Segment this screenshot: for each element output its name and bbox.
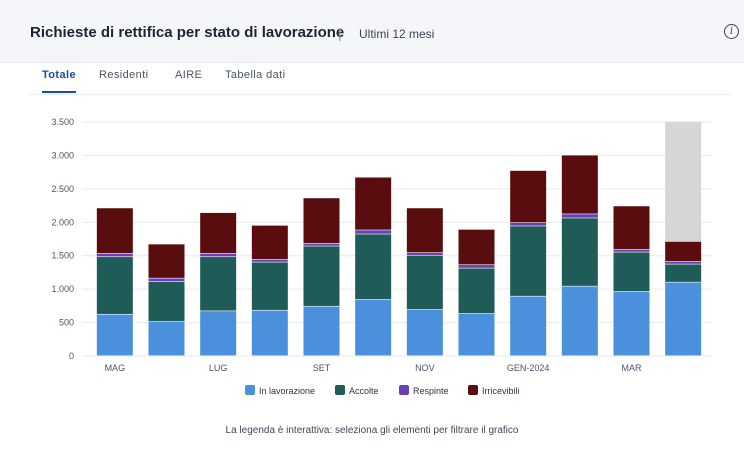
x-tick-label: GEN-2024	[507, 363, 550, 373]
bar-segment-irricevibili	[355, 177, 392, 230]
bar-segment-respinte	[148, 278, 185, 282]
bar-segment-accolte	[200, 257, 237, 311]
bar-segment-respinte	[561, 214, 598, 218]
legend-item-in-lavorazione[interactable]: In lavorazione	[245, 383, 315, 399]
x-tick-label: MAR	[622, 363, 643, 373]
bar-segment-in-lavorazione	[251, 310, 288, 356]
x-tick-label: LUG	[209, 363, 228, 373]
legend-swatch	[399, 385, 409, 395]
legend-item-respinte[interactable]: Respinte	[399, 383, 449, 399]
bar-segment-in-lavorazione	[96, 314, 133, 356]
bar-segment-respinte	[251, 259, 288, 262]
bar-segment-accolte	[561, 218, 598, 286]
legend-swatch	[335, 385, 345, 395]
tab-totale[interactable]: Totale	[42, 62, 76, 93]
y-tick-label: 500	[59, 318, 74, 328]
stacked-bar-chart: 0 500 1.000 1.500 2.000 2.500 3.000 3.500 MAG LUG…	[51, 117, 712, 373]
bar-segment-in-lavorazione	[355, 299, 392, 356]
card-header: Richieste di rettifica per stato di lavo…	[0, 0, 744, 63]
info-icon[interactable]: i	[724, 24, 739, 39]
bar-segment-accolte	[510, 226, 547, 296]
chart-title: Richieste di rettifica per stato di lavo…	[30, 24, 345, 41]
bar-segment-respinte	[665, 261, 702, 264]
bar-segment-in-lavorazione	[561, 286, 598, 356]
bar-segment-in-lavorazione	[148, 321, 185, 356]
bar-segment-irricevibili	[561, 155, 598, 214]
bar-segment-irricevibili	[148, 244, 185, 278]
bar-segment-accolte	[613, 252, 650, 292]
x-tick-label: MAG	[105, 363, 126, 373]
bar-segment-irricevibili	[96, 208, 133, 254]
legend-label: Accolte	[349, 386, 379, 396]
bar-segment-irricevibili	[510, 170, 547, 223]
y-tick-label: 1.500	[51, 251, 74, 261]
bar-segment-respinte	[303, 243, 340, 246]
bar-segment-irricevibili	[458, 229, 495, 265]
legend-item-irricevibili[interactable]: Irricevibili	[468, 383, 520, 399]
bar-segment-accolte	[303, 246, 340, 306]
bar-segment-in-lavorazione	[200, 311, 237, 356]
bar-segment-in-lavorazione	[406, 309, 443, 356]
legend-label: Respinte	[413, 386, 449, 396]
y-tick-label: 0	[69, 351, 74, 361]
x-tick-label: NOV	[415, 363, 435, 373]
bar-segment-accolte	[251, 262, 288, 310]
y-tick-label: 1.000	[51, 284, 74, 294]
legend-label: Irricevibili	[482, 386, 520, 396]
y-tick-label: 2.500	[51, 184, 74, 194]
tab-aire[interactable]: AIRE	[175, 69, 203, 81]
bar-segment-accolte	[355, 234, 392, 300]
tab-residenti[interactable]: Residenti	[99, 69, 149, 81]
y-tick-label: 3.000	[51, 150, 74, 160]
bar-segment-irricevibili	[613, 206, 650, 250]
bar-segment-irricevibili	[251, 225, 288, 260]
bar-segment-in-lavorazione	[510, 296, 547, 356]
tab-tabella-dati[interactable]: Tabella dati	[225, 69, 286, 81]
tab-bar: Totale Residenti AIRE Tabella dati	[30, 62, 730, 95]
bar-segment-respinte	[613, 249, 650, 252]
legend-label: In lavorazione	[259, 386, 316, 396]
bar-segment-accolte	[148, 281, 185, 322]
bar-segment-respinte	[510, 222, 547, 226]
legend-item-accolte[interactable]: Accolte	[335, 383, 379, 399]
legend-swatch	[468, 385, 478, 395]
bar-segment-respinte	[458, 265, 495, 268]
bar-segment-in-lavorazione	[665, 282, 702, 356]
bar-segment-respinte	[406, 253, 443, 256]
bar-segment-respinte	[96, 253, 133, 257]
bar-segment-accolte	[406, 255, 443, 310]
bar-remainder	[665, 122, 702, 242]
y-tick-label: 2.000	[51, 217, 74, 227]
bar-segment-in-lavorazione	[458, 313, 495, 356]
bar-segment-respinte	[355, 230, 392, 234]
bar-segment-irricevibili	[303, 198, 340, 244]
bar-segment-irricevibili	[406, 208, 443, 253]
bar-segment-accolte	[458, 268, 495, 314]
legend-swatch	[245, 385, 255, 395]
legend-hint: La legenda è interattiva: seleziona gli …	[225, 425, 519, 436]
bar-segment-in-lavorazione	[613, 291, 650, 356]
bar-segment-accolte	[96, 257, 133, 314]
bar-segment-in-lavorazione	[303, 306, 340, 356]
chart-legend: In lavorazione Accolte Respinte Irricevibil…	[0, 383, 744, 401]
bar-segment-irricevibili	[200, 212, 237, 254]
y-tick-label: 3.500	[51, 117, 74, 127]
period-subtitle: Ultimi 12 mesi	[359, 27, 435, 41]
bar-segment-respinte	[200, 253, 237, 257]
title-separator: |	[338, 25, 342, 41]
x-tick-label: SET	[313, 363, 331, 373]
bar-segment-accolte	[665, 264, 702, 282]
bar-segment-irricevibili	[665, 241, 702, 262]
